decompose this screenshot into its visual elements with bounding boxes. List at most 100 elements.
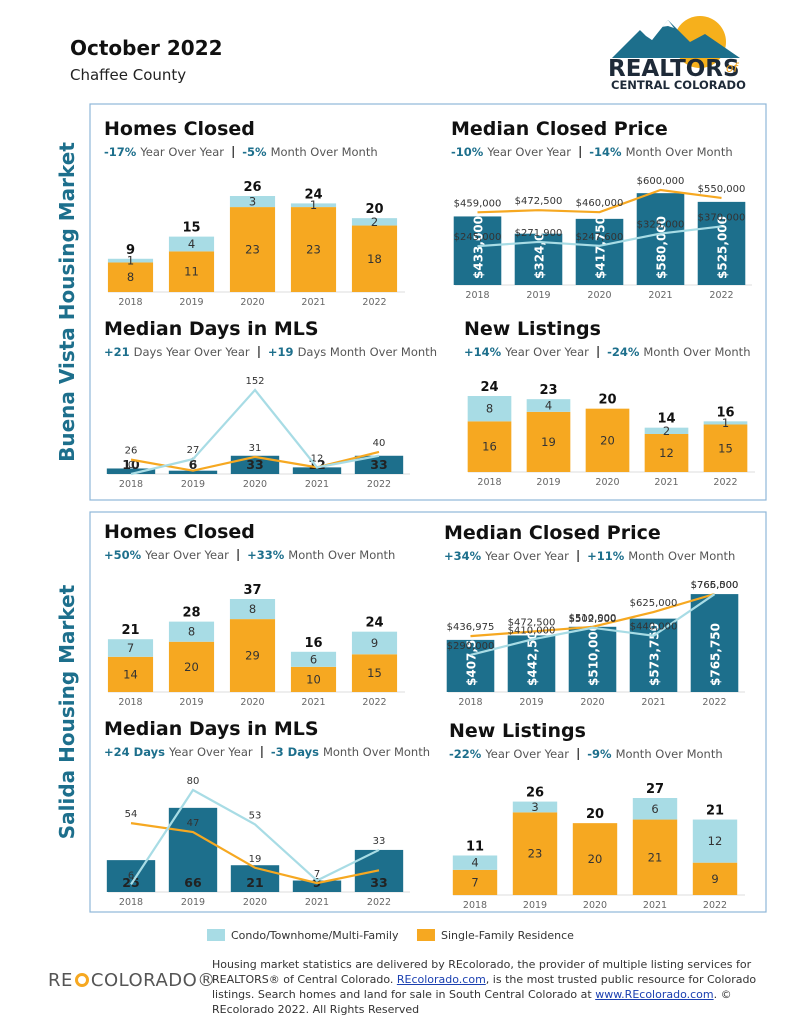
yoy-label: Year Over Year [144,548,229,562]
footer-part: Housing market statistics are delivered … [212,958,752,986]
chart: Median Closed Price -10% Year Over Year -14… [451,118,752,301]
bar-label: 6 [189,457,198,472]
market-label: Salida Housing Market [55,584,79,839]
chart: Homes Closed +50% Year Over Year +33% Month … [104,521,405,708]
total-label: 15 [182,221,200,236]
segment-label: 29 [245,649,260,663]
footer-link[interactable]: REcolorado.com [396,973,486,986]
x-tick-label: 2020 [240,297,264,308]
line-label: 6 [128,870,134,881]
bar-label: 33 [370,457,387,472]
total-label: 28 [182,606,200,621]
bar [292,880,342,892]
x-tick-label: 2019 [526,290,550,301]
bar-segment [351,218,398,226]
segment-label: 9 [711,872,718,886]
total-label: 24 [480,380,498,395]
segment-label: 12 [708,834,723,848]
x-tick-label: 2018 [119,479,143,490]
x-tick-label: 2022 [713,477,737,488]
yoy-label: Year Over Year [484,549,569,563]
segment-label: 21 [648,850,663,864]
line-label: $440,000 [630,622,678,633]
bar-segment [290,666,337,692]
segment-label: 8 [249,602,256,616]
footer-text: Housing market statistics are delivered … [212,957,778,1017]
line-label: $625,000 [630,598,678,609]
segment-label: 23 [306,243,321,257]
bar [575,218,624,285]
bar [690,594,739,692]
bar-label: $417,750 [594,216,608,279]
line [130,388,380,476]
bar-label: $510,000 [587,623,601,686]
yoy-change: -17% Year Over Year [104,145,224,159]
line-label: $766,500 [691,580,739,591]
segment-label: 10 [306,672,321,686]
bar-segment [644,434,689,472]
bar-label: $580,000 [655,216,669,279]
line-label: $290,000 [447,641,495,652]
line-label: $247,600 [576,232,624,243]
x-tick-label: 2019 [179,697,203,708]
total-label: 11 [466,839,484,854]
yoy-label: Year Over Year [486,145,571,159]
line-label: 47 [187,818,200,829]
line-label: 33 [373,836,386,847]
chart-title: New Listings [464,318,601,340]
line-label: $550,000 [698,184,746,195]
bar [168,807,218,892]
yoy-value: -17% [104,145,137,159]
line [477,188,722,214]
bar-segment [168,236,215,252]
x-tick-label: 2020 [583,900,607,911]
line [130,450,380,472]
line-label: 31 [249,443,262,454]
bar-segment [452,855,498,870]
yoy-change: +14% Year Over Year [464,345,589,359]
x-tick-label: 2018 [119,897,143,908]
bar [446,639,495,692]
line-label: 26 [125,446,138,457]
segment-label: 2 [371,215,378,229]
total-label: 26 [526,786,544,801]
bar-segment [512,801,558,813]
bar-segment [467,421,512,472]
line-label: 27 [187,445,200,456]
panel-frame [89,511,767,913]
yoy-change: -22% Year Over Year [449,747,569,761]
bar [354,455,404,474]
segment-label: 23 [528,847,543,861]
report-title: October 2022 [70,36,223,60]
yoy-label: Year Over Year [484,747,569,761]
yoy-value: -10% [451,145,484,159]
x-tick-label: 2019 [519,697,543,708]
mom-change: +19 Days Month Over Month [268,345,437,359]
mom-change: -9% Month Over Month [587,747,722,761]
footer-link[interactable]: www.REcolorado.com [595,988,714,1001]
total-label: 21 [706,804,724,819]
segment-label: 8 [188,625,195,639]
bar-segment [585,408,630,472]
chart: Median Days in MLS +24 Days Year Over Year… [104,718,430,908]
x-tick-label: 2020 [243,897,267,908]
bar-segment [351,654,398,692]
segment-label: 20 [600,433,615,447]
total-label: 16 [716,405,734,420]
mom-change: +11% Month Over Month [587,549,735,563]
line-label: $436,975 [447,622,495,633]
x-tick-label: 2019 [523,900,547,911]
chart-title: Median Days in MLS [104,718,319,740]
line-label: $502,500 [569,614,617,625]
bar [230,865,280,892]
logo-mountain [612,20,740,58]
bar-segment [526,411,571,472]
yoy-value: +34% [444,549,482,563]
segment-label: 20 [588,852,603,866]
total-label: 23 [539,383,557,398]
segment-label: 20 [184,660,199,674]
bar-segment [107,258,154,263]
x-tick-label: 2020 [595,477,619,488]
bar-segment [526,399,571,412]
total-label: 26 [243,180,261,195]
